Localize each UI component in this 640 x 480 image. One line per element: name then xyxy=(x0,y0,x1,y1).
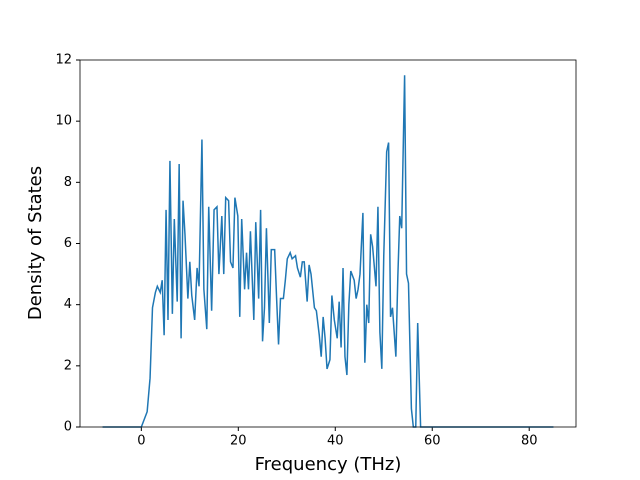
x-tick-label: 80 xyxy=(521,434,538,449)
y-tick-label: 6 xyxy=(64,236,72,251)
y-axis-title: Density of States xyxy=(25,166,46,320)
x-tick-label: 40 xyxy=(327,434,344,449)
y-tick-label: 2 xyxy=(64,358,72,373)
y-tick-label: 10 xyxy=(55,114,72,129)
x-tick-label: 60 xyxy=(424,434,441,449)
x-tick-label: 20 xyxy=(230,434,247,449)
y-tick-label: 4 xyxy=(64,297,72,312)
x-axis-title: Frequency (THz) xyxy=(255,454,402,475)
x-tick-label: 0 xyxy=(137,434,145,449)
data-line xyxy=(102,75,554,428)
y-tick-label: 8 xyxy=(64,175,72,190)
y-tick-label: 12 xyxy=(55,53,72,68)
y-tick-label: 0 xyxy=(64,420,72,435)
plot-frame xyxy=(79,59,577,428)
